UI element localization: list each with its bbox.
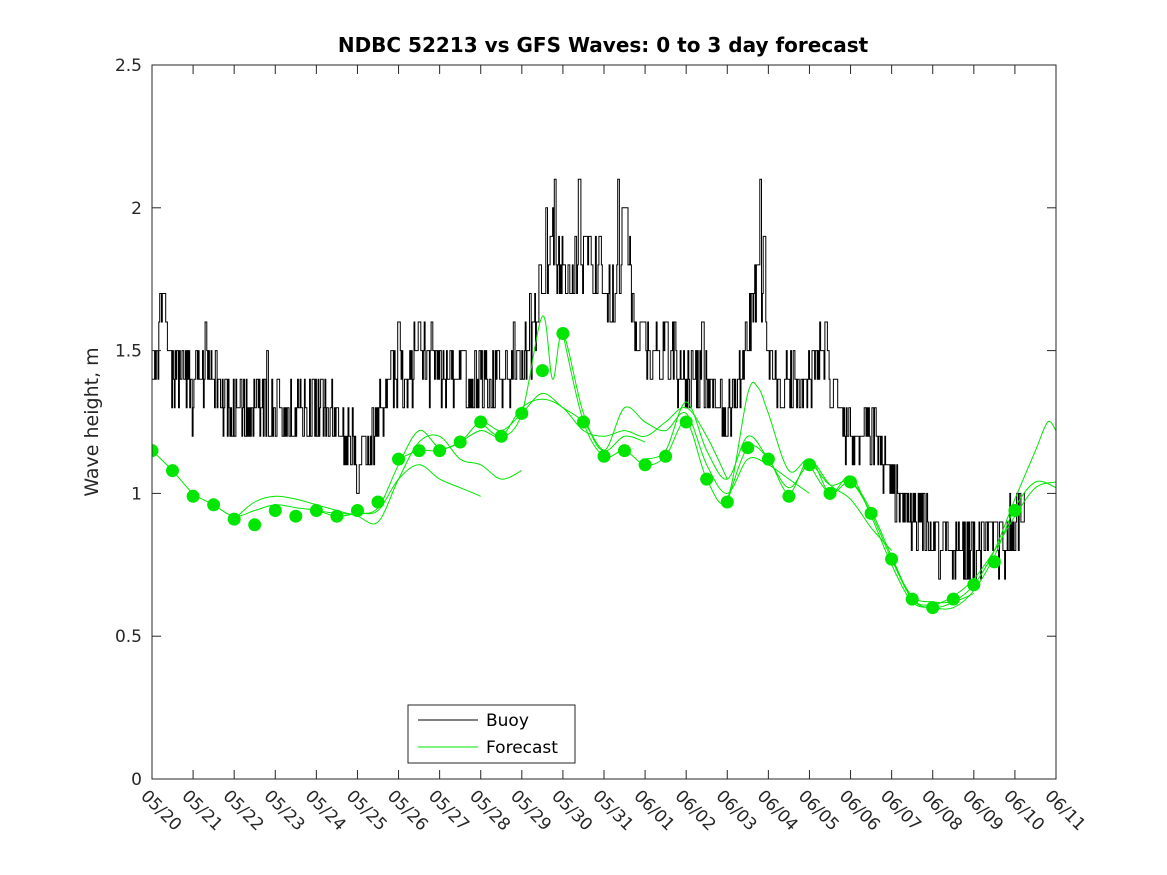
x-tick-label: 06/03 [712, 786, 761, 835]
y-tick-label: 2 [131, 199, 142, 219]
y-tick-label: 1.5 [115, 342, 142, 362]
forecast-marker-12 [371, 495, 385, 509]
forecast-marker-2 [166, 464, 179, 478]
y-tick-label: 2.5 [115, 56, 142, 76]
forecast-marker-8 [289, 509, 303, 523]
legend-forecast-label: Forecast [486, 738, 558, 758]
x-tick-label: 05/25 [342, 786, 391, 835]
x-tick-label: 06/02 [671, 786, 720, 835]
forecast-marker-32 [782, 489, 796, 503]
y-tick-label: 0.5 [115, 627, 142, 647]
forecast-marker-34 [823, 486, 837, 500]
forecast-run-line-2 [233, 434, 523, 525]
forecast-marker-14 [412, 444, 426, 458]
forecast-marker-36 [864, 506, 878, 520]
forecast-marker-43 [1008, 504, 1022, 517]
buoy-series-line [152, 178, 1026, 580]
forecast-marker-30 [741, 441, 755, 455]
forecast-marker-16 [453, 435, 467, 449]
forecast-marker-19 [515, 406, 529, 420]
forecast-marker-31 [761, 452, 775, 466]
forecast-marker-29 [720, 495, 734, 509]
forecast-marker-18 [494, 429, 508, 443]
x-tick-label: 06/10 [999, 786, 1048, 835]
forecast-marker-22 [577, 415, 590, 429]
x-tick-label: 05/31 [588, 786, 637, 835]
x-tick-label: 05/23 [260, 786, 309, 835]
forecast-marker-40 [946, 592, 960, 606]
forecast-marker-21 [556, 327, 570, 340]
x-tick-label: 05/27 [424, 786, 473, 835]
plot-area [152, 178, 1056, 615]
x-tick-label: 06/07 [876, 786, 925, 835]
forecast-marker-7 [268, 504, 282, 517]
x-tick-label: 06/01 [630, 786, 679, 835]
forecast-marker-6 [248, 518, 262, 532]
forecast-marker-37 [885, 552, 899, 566]
forecast-marker-35 [844, 475, 857, 489]
forecast-marker-13 [392, 452, 405, 466]
forecast-marker-41 [967, 578, 981, 592]
forecast-marker-25 [638, 458, 652, 472]
x-tick-label: 06/08 [917, 786, 966, 835]
y-axis-label: Wave height, m [81, 347, 103, 496]
x-tick-label: 05/30 [547, 786, 596, 835]
x-tick-label: 05/28 [465, 786, 514, 835]
x-tick-label: 06/04 [753, 786, 802, 835]
x-tick-label: 05/24 [301, 786, 350, 835]
x-tick-label: 06/11 [1040, 786, 1089, 835]
forecast-marker-10 [330, 509, 344, 523]
forecast-run-line-7 [644, 401, 974, 604]
x-tick-label: 05/21 [178, 786, 227, 835]
x-tick-label: 05/20 [136, 786, 185, 835]
x-tick-label: 06/06 [835, 786, 884, 835]
forecast-marker-20 [535, 364, 549, 378]
forecast-marker-4 [207, 498, 221, 512]
forecast-marker-28 [700, 472, 714, 486]
forecast-run-line-4 [398, 398, 728, 480]
forecast-marker-17 [474, 415, 488, 429]
forecast-marker-27 [679, 415, 693, 429]
y-tick-label: 0 [131, 770, 142, 790]
forecast-marker-24 [618, 444, 631, 458]
forecast-marker-38 [905, 592, 919, 606]
axes: 00.511.522.505/2005/2105/2205/2305/2405/… [115, 56, 1089, 835]
forecast-marker-15 [433, 444, 447, 458]
forecast-marker-42 [987, 555, 1001, 569]
legend-box [407, 704, 576, 764]
forecast-marker-11 [351, 504, 364, 517]
x-tick-label: 05/22 [219, 786, 268, 835]
chart-title: NDBC 52213 vs GFS Waves: 0 to 3 day fore… [338, 33, 869, 57]
forecast-marker-9 [309, 504, 323, 517]
forecast-marker-39 [926, 601, 940, 615]
forecast-marker-33 [803, 458, 816, 472]
x-tick-label: 06/09 [958, 786, 1007, 835]
forecast-marker-26 [659, 449, 673, 463]
legend-buoy-label: Buoy [486, 711, 529, 731]
x-tick-label: 05/26 [383, 786, 432, 835]
x-tick-label: 05/29 [506, 786, 555, 835]
forecast-marker-3 [186, 489, 200, 503]
forecast-marker-1 [152, 444, 159, 458]
forecast-marker-5 [227, 512, 241, 526]
x-tick-label: 06/05 [794, 786, 843, 835]
forecast-marker-23 [597, 449, 611, 463]
y-tick-label: 1 [131, 484, 142, 504]
legend: Buoy Forecast [407, 704, 576, 764]
forecast-run-line-6 [562, 333, 892, 551]
forecast-run-line-5 [480, 315, 810, 494]
